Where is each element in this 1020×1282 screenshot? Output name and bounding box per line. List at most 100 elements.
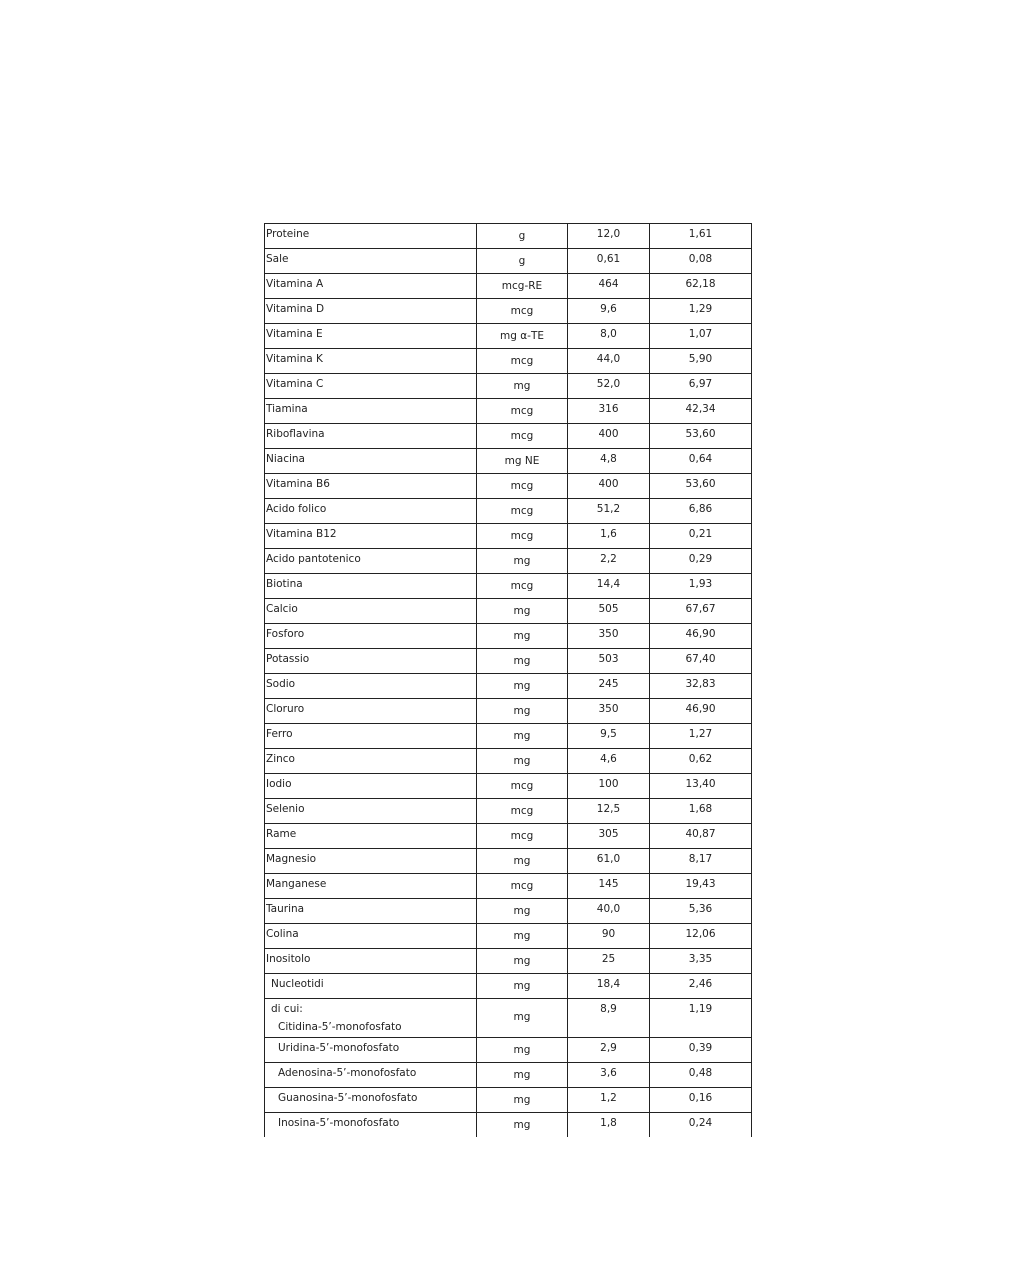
- nutrient-name: Nucleotidi: [264, 973, 477, 999]
- value-per-serving-cell: 0,08: [649, 248, 752, 274]
- unit-cell: mcg: [476, 348, 568, 374]
- value-per-serving-cell: 53,60: [649, 423, 752, 449]
- nutrient-name: Biotina: [264, 573, 477, 599]
- nutrient-name-text: Vitamina D: [266, 303, 325, 315]
- value-per-100g-cell: 3,6: [567, 1062, 650, 1088]
- value-per-100g-cell: 1,8: [567, 1112, 650, 1137]
- value-per-serving-cell: 6,97: [649, 373, 752, 399]
- value-per-100g-cell: 2,9: [567, 1037, 650, 1063]
- value-per-serving-cell: 3,35: [649, 948, 752, 974]
- value-per-100g-cell: 52,0: [567, 373, 650, 399]
- nutrient-name-text: Vitamina A: [266, 278, 324, 290]
- nutrient-name-text: Sodio: [266, 678, 296, 690]
- value-per-100g-cell: 100: [567, 773, 650, 799]
- nutrient-name: Proteine: [264, 223, 477, 249]
- value-per-100g-cell: 464: [567, 273, 650, 299]
- value-per-serving-cell: 62,18: [649, 273, 752, 299]
- nutrient-name-text: Fosforo: [266, 628, 305, 640]
- nutrient-name: Acido folico: [264, 498, 477, 524]
- nutrient-name-text: Vitamina E: [266, 328, 323, 340]
- value-per-serving-cell: 0,62: [649, 748, 752, 774]
- nutrient-name: Uridina-5’-monofosfato: [264, 1037, 477, 1063]
- table-row: di cui: Citidina-5’-monofosfato mg 8,9 1,19: [264, 998, 752, 1038]
- nutrient-name-text: Vitamina B12: [266, 528, 337, 540]
- nutrient-name-text: Proteine: [266, 228, 310, 240]
- nutrient-name-text: Nucleotidi: [271, 978, 324, 990]
- value-per-serving-cell: 0,16: [649, 1087, 752, 1113]
- value-per-100g-cell: 350: [567, 623, 650, 649]
- table-row: Sale g 0,61 0,08: [264, 248, 752, 274]
- table-row: Vitamina C mg 52,0 6,97: [264, 373, 752, 399]
- table-row: Nucleotidi mg 18,4 2,46: [264, 973, 752, 999]
- value-per-100g-cell: 316: [567, 398, 650, 424]
- nutrient-name-text: Inosina-5’-monofosfato: [278, 1117, 400, 1129]
- table-row: Guanosina-5’-monofosfato mg 1,2 0,16: [264, 1087, 752, 1113]
- table-row: Fosforo mg 350 46,90: [264, 623, 752, 649]
- unit-cell: mcg: [476, 573, 568, 599]
- nutrient-name: Manganese: [264, 873, 477, 899]
- nutrient-name: Inosina-5’-monofosfato: [264, 1112, 477, 1137]
- unit-cell: mcg: [476, 523, 568, 549]
- table-row: Vitamina K mcg 44,0 5,90: [264, 348, 752, 374]
- nutrient-name-text: Magnesio: [266, 853, 317, 865]
- value-per-100g-cell: 18,4: [567, 973, 650, 999]
- table-row: Proteine g 12,0 1,61: [264, 223, 752, 249]
- nutrient-name: Taurina: [264, 898, 477, 924]
- value-per-serving-cell: 67,40: [649, 648, 752, 674]
- nutrient-name: Acido pantotenico: [264, 548, 477, 574]
- value-per-100g-cell: 14,4: [567, 573, 650, 599]
- table-row: Vitamina D mcg 9,6 1,29: [264, 298, 752, 324]
- nutrient-name-text: Calcio: [266, 603, 298, 615]
- nutrient-name: Niacina: [264, 448, 477, 474]
- value-per-100g-cell: 25: [567, 948, 650, 974]
- table-row: Niacina mg NE 4,8 0,64: [264, 448, 752, 474]
- table-row: Acido pantotenico mg 2,2 0,29: [264, 548, 752, 574]
- nutrient-name-text: Rame: [266, 828, 297, 840]
- value-per-100g-cell: 2,2: [567, 548, 650, 574]
- nutrient-name: Inositolo: [264, 948, 477, 974]
- value-per-serving-cell: 0,48: [649, 1062, 752, 1088]
- nutrition-table: Proteine g 12,0 1,61 Sale g 0,61 0,08 Vitamina A…: [264, 223, 752, 1137]
- nutrient-name: Colina: [264, 923, 477, 949]
- value-per-serving-cell: 1,27: [649, 723, 752, 749]
- nutrient-name-text: Acido folico: [266, 503, 327, 515]
- value-per-100g-cell: 40,0: [567, 898, 650, 924]
- value-per-serving-cell: 53,60: [649, 473, 752, 499]
- unit-cell: mg: [476, 1112, 568, 1137]
- unit-cell: mcg: [476, 298, 568, 324]
- value-per-100g-cell: 4,8: [567, 448, 650, 474]
- unit-cell: mcg: [476, 773, 568, 799]
- value-per-serving-cell: 6,86: [649, 498, 752, 524]
- table-row: Magnesio mg 61,0 8,17: [264, 848, 752, 874]
- nutrient-name: Fosforo: [264, 623, 477, 649]
- nutrient-name-text: Biotina: [266, 578, 303, 590]
- nutrient-name-text: Zinco: [266, 753, 295, 765]
- value-per-100g-cell: 9,5: [567, 723, 650, 749]
- value-per-serving-cell: 19,43: [649, 873, 752, 899]
- value-per-serving-cell: 0,29: [649, 548, 752, 574]
- value-per-serving-cell: 1,29: [649, 298, 752, 324]
- value-per-serving-cell: 0,39: [649, 1037, 752, 1063]
- unit-cell: mg NE: [476, 448, 568, 474]
- unit-cell: g: [476, 223, 568, 249]
- nutrient-name-text: Ferro: [266, 728, 293, 740]
- nutrient-name: Vitamina B12: [264, 523, 477, 549]
- nutrient-name-text: Uridina-5’-monofosfato: [278, 1042, 400, 1054]
- nutrient-name-text: Vitamina B6: [266, 478, 330, 490]
- value-per-serving-cell: 8,17: [649, 848, 752, 874]
- unit-cell: mcg: [476, 473, 568, 499]
- table-row: Uridina-5’-monofosfato mg 2,9 0,39: [264, 1037, 752, 1063]
- nutrient-name-text: Colina: [266, 928, 299, 940]
- value-per-100g-cell: 400: [567, 423, 650, 449]
- nutrient-name-text: Cloruro: [266, 703, 305, 715]
- value-per-100g-cell: 4,6: [567, 748, 650, 774]
- nutrient-name: Zinco: [264, 748, 477, 774]
- unit-cell: mcg: [476, 498, 568, 524]
- value-per-serving-cell: 1,07: [649, 323, 752, 349]
- table-row: Acido folico mcg 51,2 6,86: [264, 498, 752, 524]
- value-per-100g-cell: 145: [567, 873, 650, 899]
- table-row: Iodio mcg 100 13,40: [264, 773, 752, 799]
- value-per-serving-cell: 13,40: [649, 773, 752, 799]
- table-row: Sodio mg 245 32,83: [264, 673, 752, 699]
- nutrient-name: Vitamina E: [264, 323, 477, 349]
